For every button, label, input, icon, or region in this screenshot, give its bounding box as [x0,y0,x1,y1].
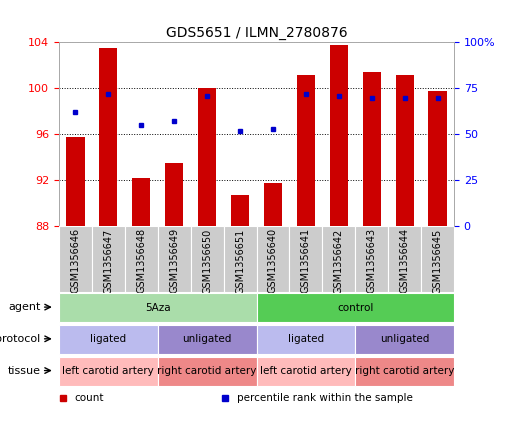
Text: ligated: ligated [288,335,324,344]
Text: GSM1356640: GSM1356640 [268,228,278,294]
Text: GSM1356649: GSM1356649 [169,228,179,294]
Text: agent: agent [8,302,41,312]
Text: GSM1356641: GSM1356641 [301,228,311,294]
Text: GSM1356648: GSM1356648 [136,228,146,294]
Bar [264,183,282,226]
Bar [158,226,191,292]
Bar [289,226,322,292]
Bar [158,357,256,386]
Text: left carotid artery: left carotid artery [260,366,352,376]
Text: tissue: tissue [8,365,41,376]
Text: GSM1356642: GSM1356642 [334,228,344,294]
Text: 5Aza: 5Aza [145,303,170,313]
Bar [322,226,355,292]
Title: GDS5651 / ILMN_2780876: GDS5651 / ILMN_2780876 [166,26,347,40]
Bar [256,293,454,322]
Bar [256,325,355,354]
Bar [396,74,413,226]
Text: percentile rank within the sample: percentile rank within the sample [237,393,412,403]
Text: left carotid artery: left carotid artery [63,366,154,376]
Bar [330,44,348,226]
Bar [59,293,256,322]
Bar [428,91,447,226]
Bar [355,357,454,386]
Text: GSM1356643: GSM1356643 [367,228,377,294]
Text: GSM1356644: GSM1356644 [400,228,409,294]
Bar [92,226,125,292]
Text: GSM1356646: GSM1356646 [70,228,81,294]
Bar [191,226,224,292]
Text: ligated: ligated [90,335,126,344]
Bar [100,48,117,226]
Text: GSM1356651: GSM1356651 [235,228,245,294]
Bar [198,88,216,226]
Bar [363,72,381,226]
Bar [355,325,454,354]
Text: control: control [337,303,373,313]
Text: unligated: unligated [380,335,429,344]
Bar [256,226,289,292]
Text: protocol: protocol [0,334,41,344]
Bar [59,226,92,292]
Text: count: count [75,393,104,403]
Text: GSM1356647: GSM1356647 [104,228,113,294]
Bar [59,325,158,354]
Text: unligated: unligated [183,335,232,344]
Bar [165,163,183,226]
Bar [59,357,158,386]
Bar [421,226,454,292]
Text: right carotid artery: right carotid artery [157,366,257,376]
Bar [132,178,150,226]
Bar [355,226,388,292]
Bar [231,195,249,226]
Bar [256,357,355,386]
Bar [125,226,158,292]
Bar [388,226,421,292]
Bar [297,74,315,226]
Text: GSM1356650: GSM1356650 [202,228,212,294]
Bar [66,137,85,226]
Text: right carotid artery: right carotid artery [355,366,455,376]
Text: GSM1356645: GSM1356645 [432,228,443,294]
Bar [158,325,256,354]
Bar [224,226,256,292]
